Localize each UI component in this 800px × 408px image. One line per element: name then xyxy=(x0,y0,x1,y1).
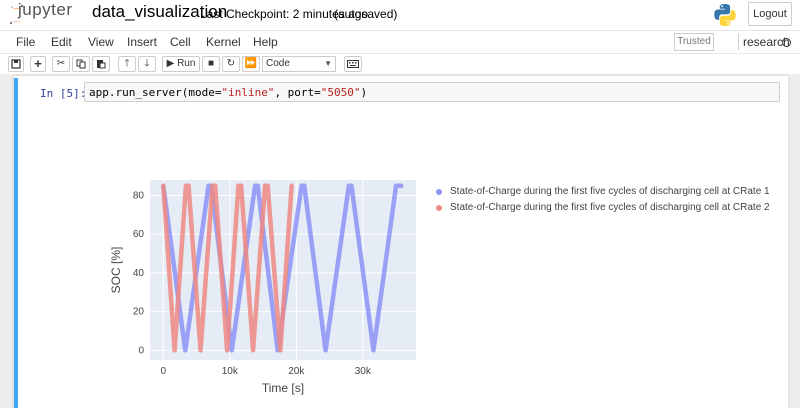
menubar-divider xyxy=(738,34,739,50)
arrow-up-icon: 🡑 xyxy=(124,58,130,69)
paste-button[interactable] xyxy=(92,56,110,72)
move-up-button[interactable]: 🡑 xyxy=(118,56,136,72)
paste-icon xyxy=(97,60,106,69)
x-tick-label: 20k xyxy=(288,366,305,377)
play-icon: ▶ xyxy=(166,58,175,69)
notebook-header: jupyter data_visualization Last Checkpoi… xyxy=(0,0,800,30)
save-icon xyxy=(11,59,21,69)
autosave-status: (autosaved) xyxy=(334,7,398,21)
checkpoint-status: Last Checkpoint: 2 minutes ago xyxy=(200,7,369,21)
run-button[interactable]: ▶ Run xyxy=(162,56,200,72)
stop-icon: ■ xyxy=(207,58,215,69)
copy-button[interactable] xyxy=(72,56,90,72)
refresh-icon: ↻ xyxy=(226,58,236,69)
move-down-button[interactable]: 🡓 xyxy=(138,56,156,72)
legend-marker xyxy=(436,205,442,211)
menubar: File Edit View Insert Cell Kernel Help T… xyxy=(0,30,800,54)
interrupt-button[interactable]: ■ xyxy=(202,56,220,72)
code-editor[interactable]: app.run_server(mode="inline", port="5050… xyxy=(84,82,780,102)
x-tick-label: 0 xyxy=(161,366,167,377)
menu-insert[interactable]: Insert xyxy=(127,35,158,49)
toolbar: + ✂ 🡑 🡓 ▶ Run ■ ↻ ⏩ Code ▼ xyxy=(0,54,800,74)
menu-edit[interactable]: Edit xyxy=(51,35,72,49)
legend-item-crate-1[interactable]: State-of-Charge during the first five cy… xyxy=(434,184,770,200)
cell-prompt: In [5]: xyxy=(40,87,87,100)
trusted-indicator[interactable]: Trusted xyxy=(674,33,714,51)
restart-run-all-button[interactable]: ⏩ xyxy=(242,56,260,72)
cell-type-value: Code xyxy=(266,58,290,69)
series-line-1 xyxy=(161,183,404,353)
command-palette-button[interactable] xyxy=(344,56,362,72)
python-logo-icon xyxy=(714,4,736,26)
logout-button[interactable]: Logout xyxy=(748,2,792,26)
x-tick-label: 30k xyxy=(355,366,372,377)
kernel-name[interactable]: research xyxy=(743,35,790,49)
menu-kernel[interactable]: Kernel xyxy=(206,35,241,49)
insert-cell-button[interactable]: + xyxy=(30,56,46,72)
plus-icon: + xyxy=(34,56,42,71)
notebook-name[interactable]: data_visualization xyxy=(92,2,228,21)
keyboard-icon xyxy=(347,60,359,68)
scissors-icon: ✂ xyxy=(56,58,66,69)
arrow-down-icon: 🡓 xyxy=(144,58,150,69)
x-tick-label: 10k xyxy=(222,366,239,377)
menu-help[interactable]: Help xyxy=(253,35,278,49)
copy-icon xyxy=(76,59,86,69)
y-tick-label: 20 xyxy=(133,307,145,318)
y-tick-label: 60 xyxy=(133,229,145,240)
x-axis-label: Time [s] xyxy=(262,381,304,395)
menu-cell[interactable]: Cell xyxy=(170,35,191,49)
y-axis-label: SOC [%] xyxy=(109,247,123,294)
jupyter-logo[interactable] xyxy=(8,2,84,28)
cut-button[interactable]: ✂ xyxy=(52,56,70,72)
soc-chart[interactable]: 0 10k 20k 30k 0 20 40 60 80 Time [s] SOC [%] xyxy=(100,170,780,406)
chart-legend: State-of-Charge during the first five cy… xyxy=(434,184,770,216)
fast-forward-icon: ⏩ xyxy=(244,58,258,69)
series-line-2 xyxy=(161,183,294,353)
restart-button[interactable]: ↻ xyxy=(222,56,240,72)
legend-item-crate-2[interactable]: State-of-Charge during the first five cy… xyxy=(434,200,770,216)
logo-text: jupyter xyxy=(18,0,73,19)
legend-label: State-of-Charge during the first five cy… xyxy=(450,202,770,213)
menu-file[interactable]: File xyxy=(16,35,36,49)
menu-view[interactable]: View xyxy=(88,35,114,49)
cell-type-select[interactable]: Code ▼ xyxy=(262,56,336,72)
code-cell[interactable] xyxy=(14,78,788,408)
legend-label: State-of-Charge during the first five cy… xyxy=(450,186,770,197)
run-label: Run xyxy=(177,58,196,69)
save-button[interactable] xyxy=(8,56,24,72)
legend-marker xyxy=(436,189,442,195)
kernel-idle-icon xyxy=(782,38,791,47)
y-tick-label: 80 xyxy=(133,190,145,201)
chevron-down-icon: ▼ xyxy=(324,59,332,68)
y-tick-label: 0 xyxy=(138,345,144,356)
y-tick-label: 40 xyxy=(133,268,145,279)
code-line[interactable]: app.run_server(mode="inline", port="5050… xyxy=(89,86,368,99)
